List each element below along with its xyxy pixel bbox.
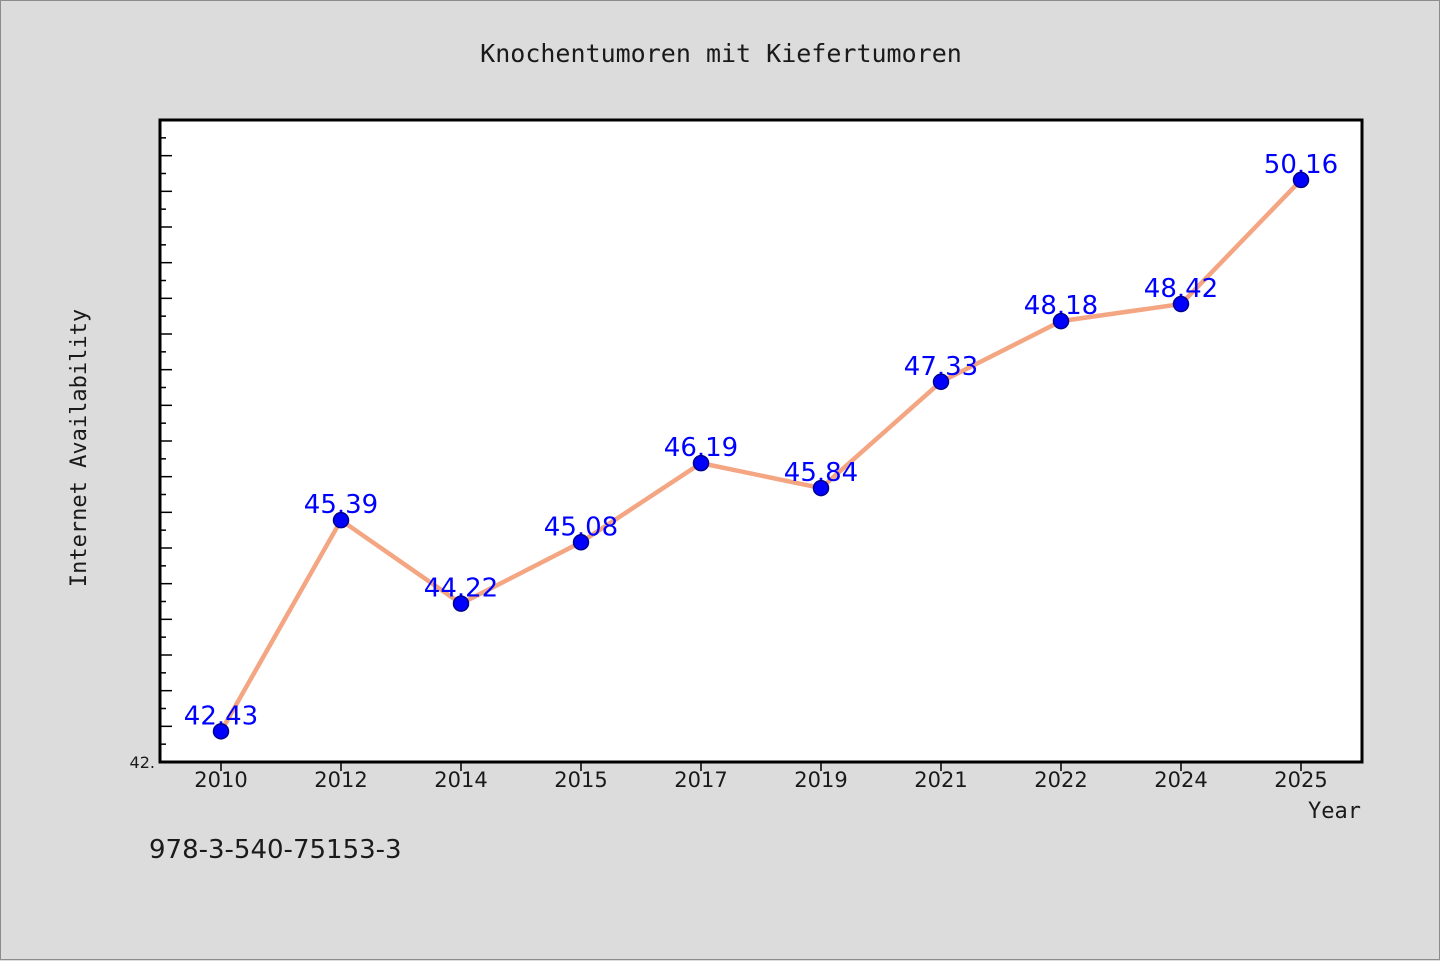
isbn-code: 978-3-540-75153-3 (149, 835, 402, 865)
x-tick-label: 2010 (194, 768, 247, 792)
x-axis-label: Year (1308, 799, 1361, 824)
plot-area (158, 118, 1364, 764)
x-tick-label: 2021 (914, 768, 967, 792)
y-axis-ticks (160, 119, 172, 763)
data-point (572, 534, 590, 551)
data-point (212, 723, 230, 740)
x-tick-label: 2022 (1034, 768, 1087, 792)
x-tick-labels: 2010 2012 2014 2015 2017 2019 2021 2022 2024 2025 (194, 768, 1327, 792)
x-tick-label: 2012 (314, 768, 367, 792)
data-point (1052, 312, 1070, 330)
x-tick-label: 2025 (1274, 768, 1327, 792)
x-tick-label: 2015 (554, 768, 607, 792)
data-point (932, 373, 950, 391)
y-tick-label: 42. (130, 753, 155, 772)
data-point (692, 454, 710, 472)
data-point (452, 595, 470, 612)
chart-title: Knochentumoren mit Kiefertumoren (480, 39, 962, 68)
x-tick-label: 2024 (1154, 768, 1207, 792)
data-point (1172, 295, 1190, 313)
series-line (219, 178, 1303, 733)
x-axis-ticks (220, 762, 1302, 771)
data-point (812, 479, 830, 497)
data-point (332, 511, 350, 529)
data-point (1292, 171, 1310, 189)
data-markers (212, 171, 1310, 740)
x-tick-label: 2014 (434, 768, 487, 792)
x-tick-label: 2017 (674, 768, 727, 792)
y-axis-label: Internet Availability (67, 309, 92, 587)
x-tick-label: 2019 (794, 768, 847, 792)
